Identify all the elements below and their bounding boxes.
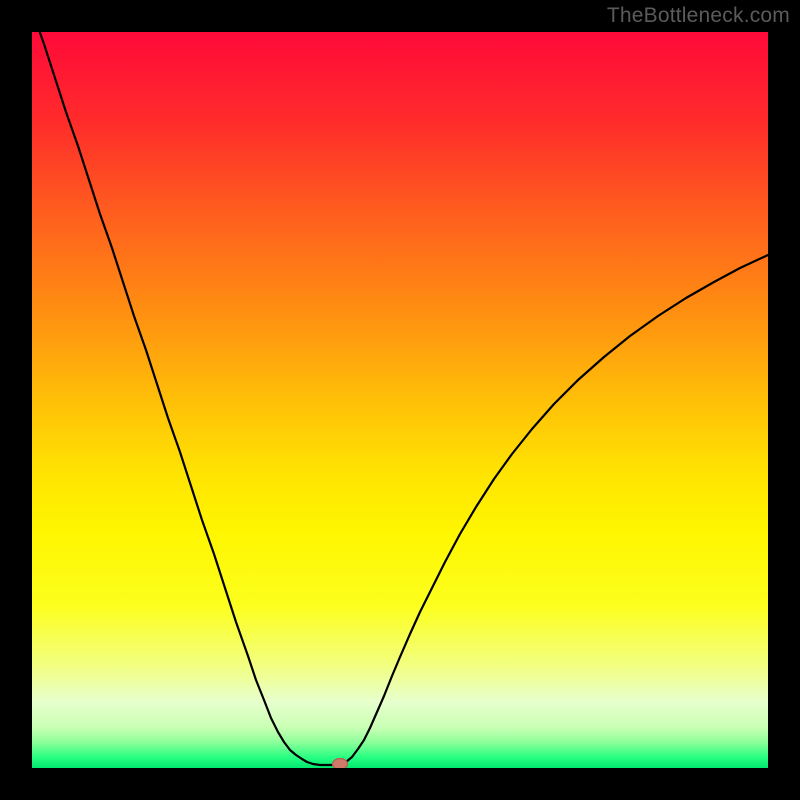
watermark-text: TheBottleneck.com (607, 4, 790, 28)
bottleneck-chart: TheBottleneck.com (0, 0, 800, 800)
optimal-point-marker (333, 759, 348, 770)
chart-svg (0, 0, 800, 800)
